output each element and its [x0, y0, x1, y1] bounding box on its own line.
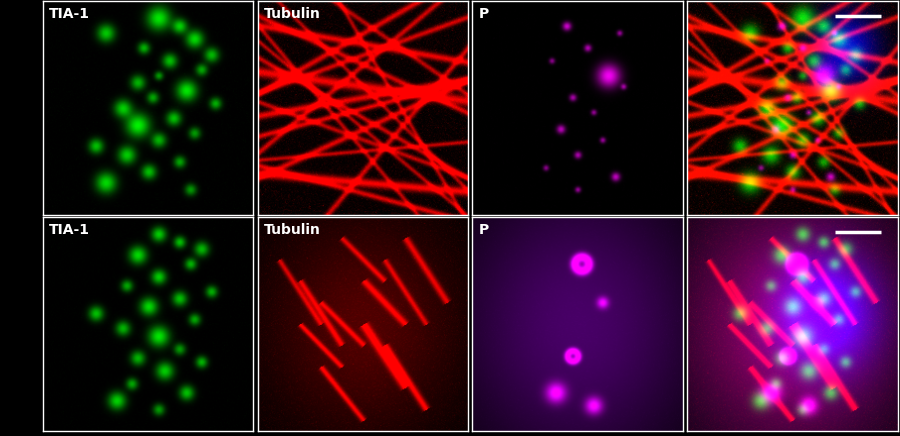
Text: DMSO: DMSO [9, 82, 23, 134]
Text: NCZ: NCZ [9, 307, 23, 341]
Text: P: P [479, 223, 489, 237]
Text: Tubulin: Tubulin [264, 7, 320, 21]
Text: TIA-1: TIA-1 [50, 7, 90, 21]
Text: P: P [479, 7, 489, 21]
Text: TIA-1: TIA-1 [50, 223, 90, 237]
Text: Tubulin: Tubulin [264, 223, 320, 237]
